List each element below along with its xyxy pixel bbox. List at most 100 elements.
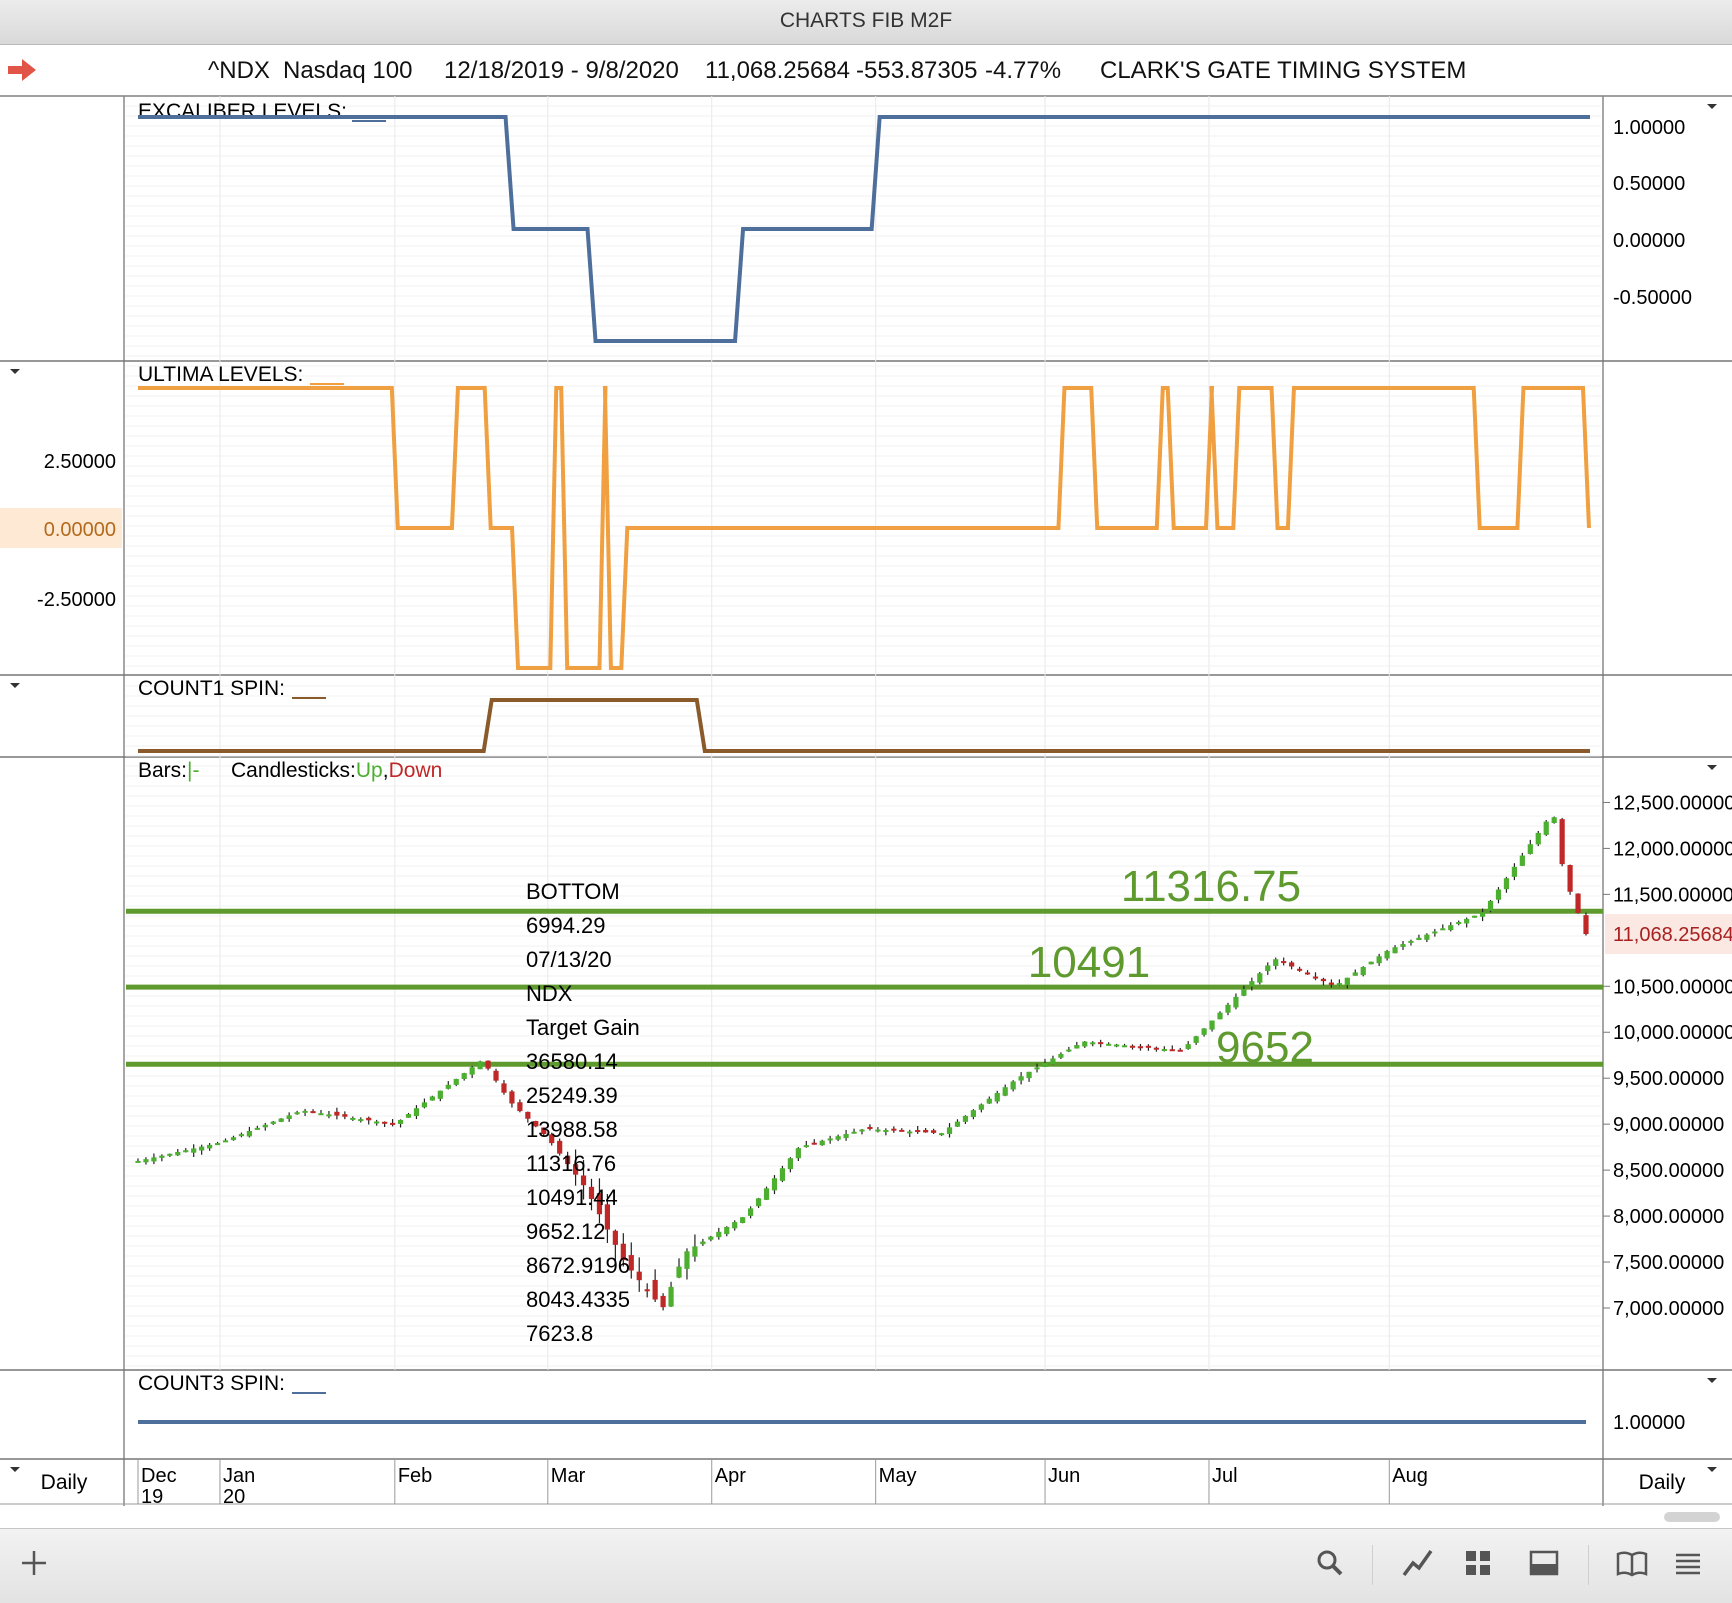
candle-body	[899, 1129, 905, 1132]
annotation-line: NDX	[526, 981, 573, 1006]
candle-body	[1487, 900, 1494, 911]
candle-body	[533, 1121, 539, 1127]
annotation-line: 07/13/20	[526, 947, 612, 972]
candle-body	[183, 1150, 189, 1153]
candle-body	[771, 1178, 778, 1191]
candle-body	[1384, 950, 1390, 959]
panel-icon[interactable]	[1524, 1543, 1564, 1583]
panel-menu-icon[interactable]	[10, 683, 20, 688]
quote-info-bar: ^NDX Nasdaq 100 12/18/2019 - 9/8/2020 11…	[0, 45, 1732, 97]
candle-body	[1416, 937, 1422, 941]
candle-body	[557, 1140, 563, 1154]
candle-body	[931, 1130, 937, 1133]
price-tick: 8,000.00000	[1613, 1206, 1724, 1228]
panel-menu-icon[interactable]	[1707, 1378, 1717, 1383]
price-tick: 7,500.00000	[1613, 1252, 1724, 1274]
x-month-label: Jul	[1212, 1465, 1238, 1487]
candle-body	[1344, 977, 1350, 986]
candle-body	[644, 1289, 650, 1292]
candle-body	[986, 1098, 992, 1104]
price-tick: 7,000.00000	[1613, 1298, 1724, 1320]
price-tick: 10,000.00000	[1613, 1022, 1732, 1044]
candle-body	[135, 1160, 141, 1163]
ultima-tick: 2.50000	[44, 451, 116, 473]
candle-body	[1289, 962, 1295, 967]
x-month-label: Jan	[223, 1465, 255, 1487]
chart-area[interactable]: Dec Jan Feb Mar Apr May Jun Jul Aug 19 20 EXCALIBE…	[0, 96, 1732, 1506]
annotation-line: 8043.4335	[526, 1287, 630, 1312]
price-legend: Bars:|- Candlesticks:Up,Down	[138, 759, 442, 782]
candle-body	[732, 1222, 738, 1229]
price-tick: 11,500.00000	[1613, 884, 1732, 906]
candle-body	[413, 1108, 420, 1116]
candle-body	[1551, 817, 1557, 824]
annotation-line: BOTTOM	[526, 879, 620, 904]
candle-body	[811, 1142, 817, 1145]
candle-body	[1018, 1076, 1024, 1081]
excaliber-tick: 1.00000	[1613, 117, 1685, 139]
candle-body	[222, 1140, 229, 1143]
annotation-line: 9652.12	[526, 1219, 606, 1244]
candle-body	[938, 1133, 945, 1136]
candle-body	[191, 1148, 197, 1153]
candle-body	[1360, 967, 1366, 976]
candle-body	[700, 1241, 706, 1245]
count3-label: COUNT3 SPIN:	[138, 1372, 285, 1395]
periodicity-left[interactable]: Daily	[41, 1471, 88, 1494]
candle-body	[175, 1152, 181, 1156]
panel-menu-icon[interactable]	[1707, 765, 1717, 770]
legend-up: Up	[356, 759, 383, 782]
legend-bars-mark: |-	[187, 759, 199, 782]
candle-body	[1098, 1042, 1104, 1045]
search-icon[interactable]	[1310, 1543, 1350, 1583]
candle-body	[1567, 865, 1573, 892]
periodicity-menu-icon[interactable]	[1707, 1467, 1717, 1472]
candle-body	[429, 1096, 435, 1101]
candle-body	[1575, 893, 1581, 913]
panel-menu-icon[interactable]	[10, 369, 20, 374]
candle-body	[1336, 983, 1342, 986]
candle-body	[199, 1146, 205, 1151]
annotation-line: 10491.44	[526, 1185, 618, 1210]
candle-body	[827, 1138, 833, 1141]
last-price-tick: 11,068.25684	[1613, 924, 1732, 946]
candle-body	[517, 1102, 523, 1112]
periodicity-right[interactable]: Daily	[1639, 1471, 1686, 1494]
candle-body	[588, 1186, 595, 1199]
excaliber-label: EXCALIBER LEVELS:	[138, 100, 347, 123]
candle-body	[509, 1091, 515, 1104]
horizontal-scrollbar[interactable]	[1664, 1512, 1720, 1522]
candle-body	[660, 1295, 666, 1308]
annotation-line: 36580.14	[526, 1049, 618, 1074]
book-icon[interactable]	[1612, 1543, 1652, 1583]
candle-body	[1002, 1087, 1008, 1096]
candle-body	[350, 1117, 356, 1120]
candle-body	[795, 1148, 801, 1159]
periodicity-menu-icon[interactable]	[10, 1467, 20, 1472]
net-change: -553.87305	[856, 57, 978, 84]
candle-body	[437, 1090, 443, 1099]
annotation-line: 8672.9196	[526, 1253, 630, 1278]
candle-body	[501, 1083, 507, 1093]
candle-body	[716, 1231, 722, 1238]
count1-label: COUNT1 SPIN:	[138, 677, 285, 700]
candle-body	[580, 1175, 587, 1186]
svg-text:Bars:|-: Bars:|-	[138, 759, 199, 782]
candle-body	[907, 1131, 913, 1134]
excaliber-tick: 0.50000	[1613, 173, 1685, 195]
line-chart-icon[interactable]	[1398, 1543, 1438, 1583]
price-tick: 8,500.00000	[1613, 1160, 1724, 1182]
arrow-right-icon[interactable]	[8, 59, 36, 81]
ultima-line	[138, 386, 1591, 670]
candle-body	[994, 1092, 1000, 1102]
plus-icon[interactable]	[14, 1543, 54, 1583]
x-year-label: 19	[141, 1486, 163, 1506]
candle-body	[740, 1217, 746, 1224]
candle-body	[453, 1078, 459, 1085]
candle-body	[1424, 934, 1430, 940]
candle-body	[1392, 947, 1398, 954]
menu-icon[interactable]	[1668, 1543, 1708, 1583]
panel-menu-icon[interactable]	[1707, 104, 1717, 109]
candle-body	[676, 1266, 682, 1278]
grid-icon[interactable]	[1458, 1543, 1498, 1583]
